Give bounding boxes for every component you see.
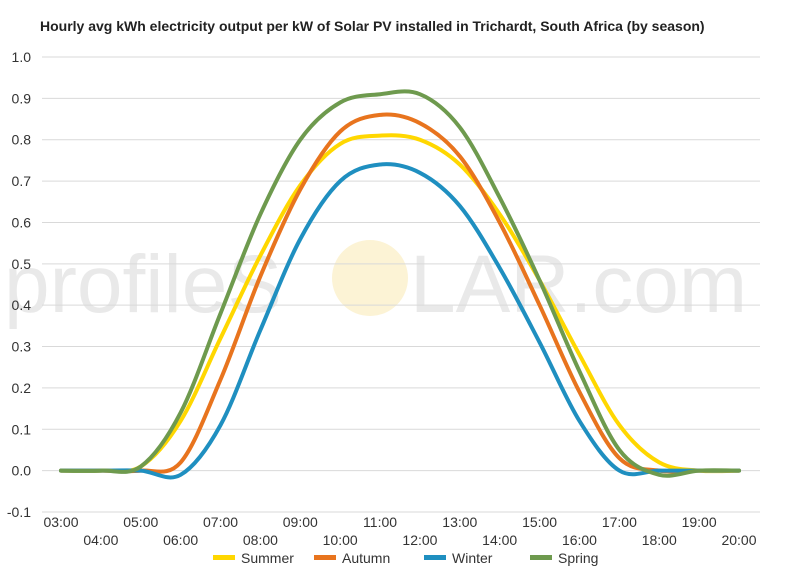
y-tick-label: 0.0 — [12, 463, 32, 479]
watermark-right: LAR.com — [410, 239, 747, 330]
x-tick-label: 08:00 — [243, 532, 278, 548]
x-tick-label: 20:00 — [721, 532, 756, 548]
y-tick-label: 1.0 — [12, 49, 32, 65]
x-tick-label: 18:00 — [642, 532, 677, 548]
y-tick-label: 0.1 — [12, 421, 32, 437]
y-tick-label: 0.3 — [12, 339, 32, 355]
series-group — [59, 89, 741, 480]
x-axis: 03:00 04:00 05:00 06:00 07:00 08:00 09:00 10:00… — [43, 514, 756, 548]
legend-label-autumn: Autumn — [342, 550, 390, 566]
y-tick-label: 0.4 — [12, 297, 32, 313]
y-tick-label: 0.6 — [12, 214, 32, 230]
x-tick-label: 17:00 — [602, 514, 637, 530]
x-tick-label: 16:00 — [562, 532, 597, 548]
x-tick-label: 15:00 — [522, 514, 557, 530]
legend-swatch-winter — [424, 555, 446, 560]
x-tick-label: 03:00 — [43, 514, 78, 530]
x-tick-label: 12:00 — [402, 532, 437, 548]
legend-swatch-autumn — [314, 555, 336, 560]
legend-label-winter: Winter — [452, 550, 493, 566]
x-tick-label: 11:00 — [363, 514, 397, 530]
series-line-autumn — [59, 112, 741, 474]
legend-label-summer: Summer — [241, 550, 294, 566]
x-tick-label: 09:00 — [283, 514, 318, 530]
x-tick-label: 06:00 — [163, 532, 198, 548]
grid — [42, 56, 760, 513]
y-tick-label: 0.7 — [12, 173, 32, 189]
series-line-summer — [59, 133, 741, 474]
x-tick-label: 10:00 — [323, 532, 358, 548]
legend: Summer Autumn Winter Spring — [213, 550, 598, 566]
x-tick-label: 19:00 — [682, 514, 717, 530]
y-axis: -0.1 0.0 0.1 0.2 0.3 0.4 0.5 0.6 0.7 0.8 0.9 1.0 — [7, 49, 31, 520]
x-tick-label: 07:00 — [203, 514, 238, 530]
series-line-spring — [59, 89, 741, 478]
watermark-left: profileS — [4, 239, 282, 330]
watermark: profileS LAR.com — [4, 239, 747, 330]
x-tick-label: 05:00 — [123, 514, 158, 530]
x-tick-label: 04:00 — [83, 532, 118, 548]
x-tick-label: 13:00 — [442, 514, 477, 530]
legend-swatch-spring — [530, 555, 552, 560]
y-tick-label: 0.5 — [12, 256, 32, 272]
watermark-sun-icon — [332, 240, 408, 316]
y-tick-label: -0.1 — [7, 504, 31, 520]
series-line-winter — [59, 162, 741, 480]
legend-label-spring: Spring — [558, 550, 598, 566]
chart-title: Hourly avg kWh electricity output per kW… — [40, 18, 705, 34]
x-tick-label: 14:00 — [482, 532, 517, 548]
y-tick-label: 0.2 — [12, 380, 32, 396]
legend-swatch-summer — [213, 555, 235, 560]
y-tick-label: 0.8 — [12, 132, 32, 148]
y-tick-label: 0.9 — [12, 90, 32, 106]
